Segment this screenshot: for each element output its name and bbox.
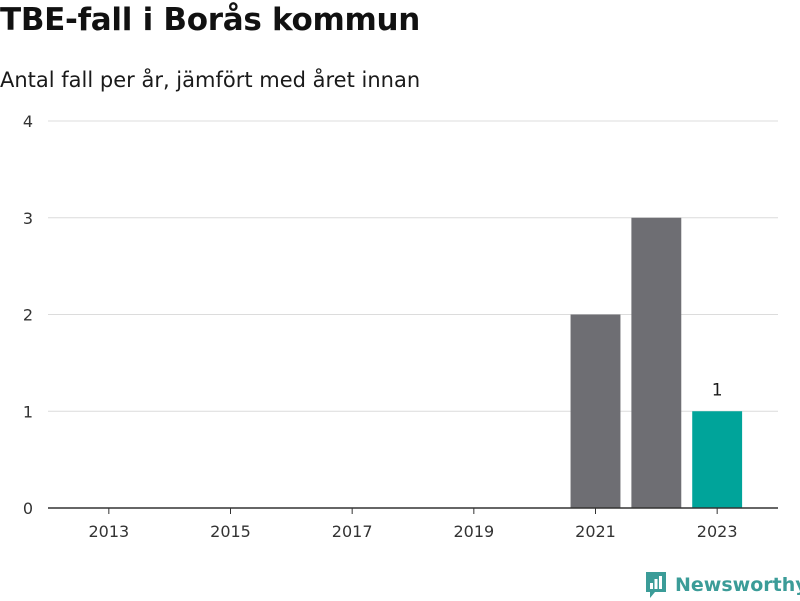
x-tick-label: 2019 — [453, 522, 494, 541]
y-tick-label: 0 — [23, 499, 33, 518]
newsworthy-logo-icon — [646, 572, 666, 598]
y-tick-label: 3 — [23, 209, 33, 228]
x-tick-label: 2013 — [88, 522, 129, 541]
y-tick-label: 1 — [23, 402, 33, 421]
chart-title: TBE-fall i Borås kommun — [0, 2, 420, 38]
x-tick-label: 2021 — [575, 522, 616, 541]
newsworthy-brand: Newsworthy — [644, 569, 800, 601]
y-tick-label: 2 — [23, 306, 33, 325]
chart-subtitle: Antal fall per år, jämfört med året inna… — [0, 68, 421, 92]
bar-2022 — [631, 217, 682, 508]
bar-2021 — [570, 314, 621, 508]
data-label-2023: 1 — [712, 380, 723, 400]
bar-2023 — [692, 411, 743, 508]
x-tick-label: 2023 — [697, 522, 738, 541]
x-tick-label: 2017 — [332, 522, 373, 541]
x-tick-label: 2015 — [210, 522, 251, 541]
y-tick-label: 4 — [23, 112, 33, 131]
brand-name: Newsworthy — [675, 574, 800, 596]
